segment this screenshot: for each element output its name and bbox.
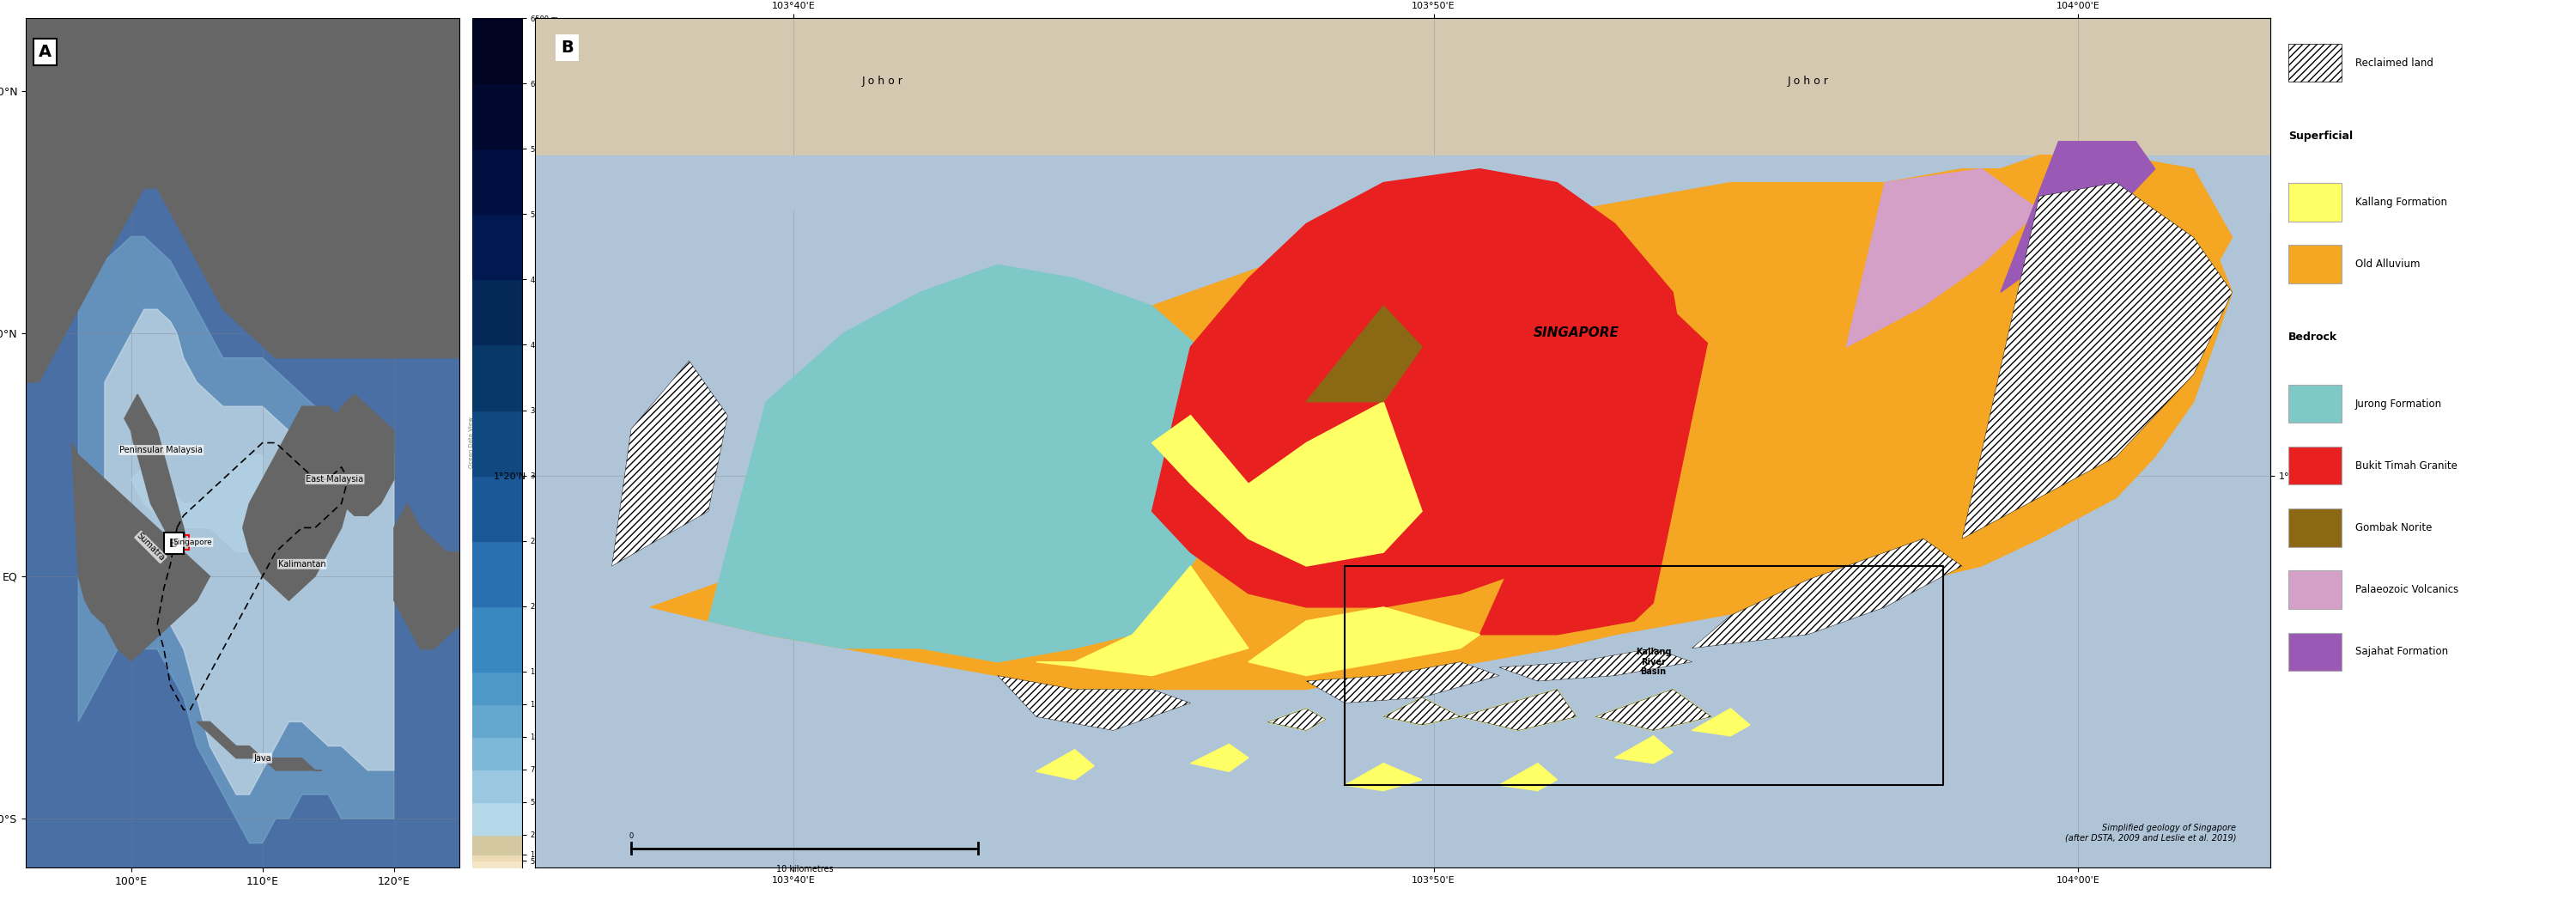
Polygon shape xyxy=(536,155,2269,210)
Text: Old Alluvium: Old Alluvium xyxy=(2354,258,2419,270)
Text: Gombak Norite: Gombak Norite xyxy=(2354,522,2432,533)
Polygon shape xyxy=(1654,155,2233,607)
Text: Bukit Timah Granite: Bukit Timah Granite xyxy=(2354,460,2458,471)
Polygon shape xyxy=(394,503,459,649)
Text: Kalimantan: Kalimantan xyxy=(278,560,325,569)
Polygon shape xyxy=(1345,763,1422,791)
Polygon shape xyxy=(1479,292,1731,635)
Bar xyxy=(165,532,183,554)
Text: J o h o r: J o h o r xyxy=(1788,76,1829,87)
Polygon shape xyxy=(1461,689,1577,730)
Polygon shape xyxy=(1847,169,2040,347)
Polygon shape xyxy=(1151,402,1422,566)
Text: Sumatra: Sumatra xyxy=(134,531,167,562)
Bar xyxy=(178,535,188,550)
Text: Simplified geology of Singapore
(after DSTA, 2009 and Leslie et al. 2019): Simplified geology of Singapore (after D… xyxy=(2066,824,2236,842)
Bar xyxy=(2287,446,2342,485)
Text: Singapore: Singapore xyxy=(173,539,211,546)
Polygon shape xyxy=(1615,736,1672,763)
Text: Peninsular Malaysia: Peninsular Malaysia xyxy=(118,446,204,455)
Polygon shape xyxy=(1383,698,1461,725)
Polygon shape xyxy=(242,406,361,601)
Polygon shape xyxy=(1249,607,1479,676)
Text: Java: Java xyxy=(252,754,270,762)
Text: B: B xyxy=(170,538,178,550)
Text: 10 kilometres: 10 kilometres xyxy=(775,865,835,873)
Polygon shape xyxy=(1499,648,1692,681)
Polygon shape xyxy=(106,310,394,794)
Polygon shape xyxy=(1190,744,1249,771)
Text: Jurong Formation: Jurong Formation xyxy=(2354,398,2442,409)
Polygon shape xyxy=(1499,763,1556,791)
Polygon shape xyxy=(613,361,726,566)
Text: Reclaimed land: Reclaimed land xyxy=(2354,58,2434,68)
Polygon shape xyxy=(1692,539,1963,648)
Text: B: B xyxy=(562,39,574,56)
Polygon shape xyxy=(1963,183,2233,539)
Text: East Malaysia: East Malaysia xyxy=(307,475,363,484)
Polygon shape xyxy=(536,18,2269,183)
Bar xyxy=(2287,571,2342,609)
Text: Kallang
River
Basin: Kallang River Basin xyxy=(1636,647,1672,677)
Text: Kallang Formation: Kallang Formation xyxy=(2354,196,2447,208)
Text: Bedrock: Bedrock xyxy=(2287,332,2336,343)
Polygon shape xyxy=(314,394,394,516)
Text: J o h o r: J o h o r xyxy=(860,76,902,87)
Polygon shape xyxy=(997,676,1190,730)
Polygon shape xyxy=(1595,689,1710,730)
Polygon shape xyxy=(652,169,2233,689)
Text: Sajahat Formation: Sajahat Formation xyxy=(2354,646,2447,657)
Polygon shape xyxy=(1267,708,1327,730)
Text: SINGAPORE: SINGAPORE xyxy=(1533,327,1620,340)
Polygon shape xyxy=(1306,662,1499,703)
Polygon shape xyxy=(131,455,263,552)
Polygon shape xyxy=(1461,689,1577,730)
Text: A: A xyxy=(39,44,52,60)
Polygon shape xyxy=(124,394,185,552)
Polygon shape xyxy=(1267,708,1327,730)
Polygon shape xyxy=(26,18,459,383)
Bar xyxy=(2287,509,2342,547)
Bar xyxy=(2287,384,2342,423)
Polygon shape xyxy=(196,722,322,771)
Polygon shape xyxy=(77,236,394,843)
Polygon shape xyxy=(1383,698,1461,725)
Bar xyxy=(2287,184,2342,222)
Bar xyxy=(2287,633,2342,671)
Polygon shape xyxy=(1306,306,1422,402)
Bar xyxy=(2287,44,2342,82)
Polygon shape xyxy=(1036,566,1249,676)
Text: Ocean Data View: Ocean Data View xyxy=(469,417,474,468)
Bar xyxy=(2287,246,2342,283)
Polygon shape xyxy=(1036,750,1095,780)
Text: 0: 0 xyxy=(629,833,634,840)
Polygon shape xyxy=(1692,708,1749,736)
Polygon shape xyxy=(2002,142,2156,292)
Polygon shape xyxy=(708,265,1249,662)
Polygon shape xyxy=(1595,689,1710,730)
Text: Palaeozoic Volcanics: Palaeozoic Volcanics xyxy=(2354,584,2458,595)
Text: Superficial: Superficial xyxy=(2287,131,2352,142)
Polygon shape xyxy=(72,443,209,661)
Polygon shape xyxy=(1151,169,1692,607)
Polygon shape xyxy=(368,91,459,333)
